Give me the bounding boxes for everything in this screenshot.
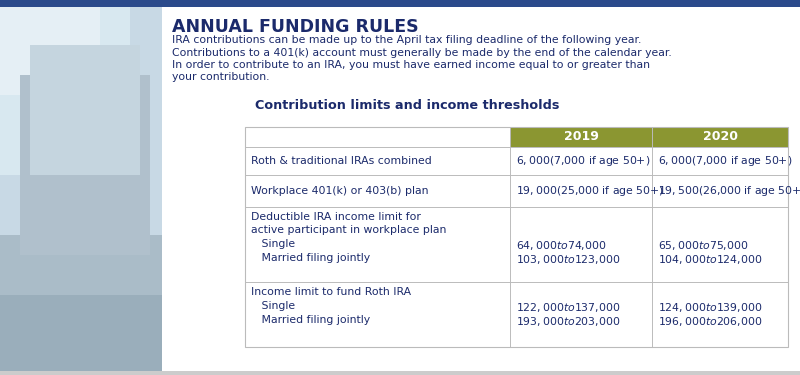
- Text: 2020: 2020: [702, 130, 738, 144]
- Text: Single: Single: [251, 239, 295, 249]
- Text: Deductible IRA income limit for: Deductible IRA income limit for: [251, 212, 421, 222]
- Text: IRA contributions can be made up to the April tax filing deadline of the followi: IRA contributions can be made up to the …: [172, 35, 642, 45]
- Bar: [0, 0, 800, 7]
- Text: $103,000 to $123,000: $103,000 to $123,000: [516, 253, 620, 266]
- Text: $193,000 to $203,000: $193,000 to $203,000: [516, 315, 620, 328]
- Text: your contribution.: your contribution.: [172, 72, 270, 82]
- Text: Married filing jointly: Married filing jointly: [251, 315, 370, 325]
- Text: Income limit to fund Roth IRA: Income limit to fund Roth IRA: [251, 287, 411, 297]
- Text: Contribution limits and income thresholds: Contribution limits and income threshold…: [255, 99, 559, 112]
- Text: Single: Single: [251, 301, 295, 311]
- Text: $6,000  ($7,000 if age 50+): $6,000 ($7,000 if age 50+): [516, 154, 650, 168]
- Text: In order to contribute to an IRA, you must have earned income equal to or greate: In order to contribute to an IRA, you mu…: [172, 60, 650, 70]
- Text: 2019: 2019: [563, 130, 598, 144]
- Bar: [30, 45, 140, 175]
- Bar: [0, 0, 162, 375]
- Text: $122,000 to $137,000: $122,000 to $137,000: [516, 301, 620, 314]
- Text: $104,000 to $124,000: $104,000 to $124,000: [658, 253, 762, 266]
- Text: $19,500 ($26,000 if age 50+): $19,500 ($26,000 if age 50+): [658, 184, 800, 198]
- Bar: [20, 75, 150, 255]
- Text: ANNUAL FUNDING RULES: ANNUAL FUNDING RULES: [172, 18, 418, 36]
- Text: Contributions to a 401(k) account must generally be made by the end of the calen: Contributions to a 401(k) account must g…: [172, 48, 672, 57]
- Text: active participant in workplace plan: active participant in workplace plan: [251, 225, 446, 235]
- Text: $124,000 to $139,000: $124,000 to $139,000: [658, 301, 762, 314]
- Text: $64,000 to $74,000: $64,000 to $74,000: [516, 239, 606, 252]
- Bar: [0, 371, 800, 375]
- Bar: [0, 295, 162, 375]
- Text: $65,000 to $75,000: $65,000 to $75,000: [658, 239, 749, 252]
- Bar: [245, 127, 788, 347]
- Text: $19,000 ($25,000 if age 50+): $19,000 ($25,000 if age 50+): [516, 184, 664, 198]
- Text: Roth & traditional IRAs combined: Roth & traditional IRAs combined: [251, 156, 432, 166]
- Bar: [0, 235, 162, 295]
- Bar: [510, 127, 788, 147]
- Bar: [162, 7, 800, 371]
- Text: Workplace 401(k) or 403(b) plan: Workplace 401(k) or 403(b) plan: [251, 186, 429, 196]
- Text: $6,000  ($7,000 if age 50+): $6,000 ($7,000 if age 50+): [658, 154, 792, 168]
- Bar: [0, 0, 130, 175]
- Text: Married filing jointly: Married filing jointly: [251, 253, 370, 263]
- Bar: [0, 5, 100, 95]
- Text: $196,000 to $206,000: $196,000 to $206,000: [658, 315, 762, 328]
